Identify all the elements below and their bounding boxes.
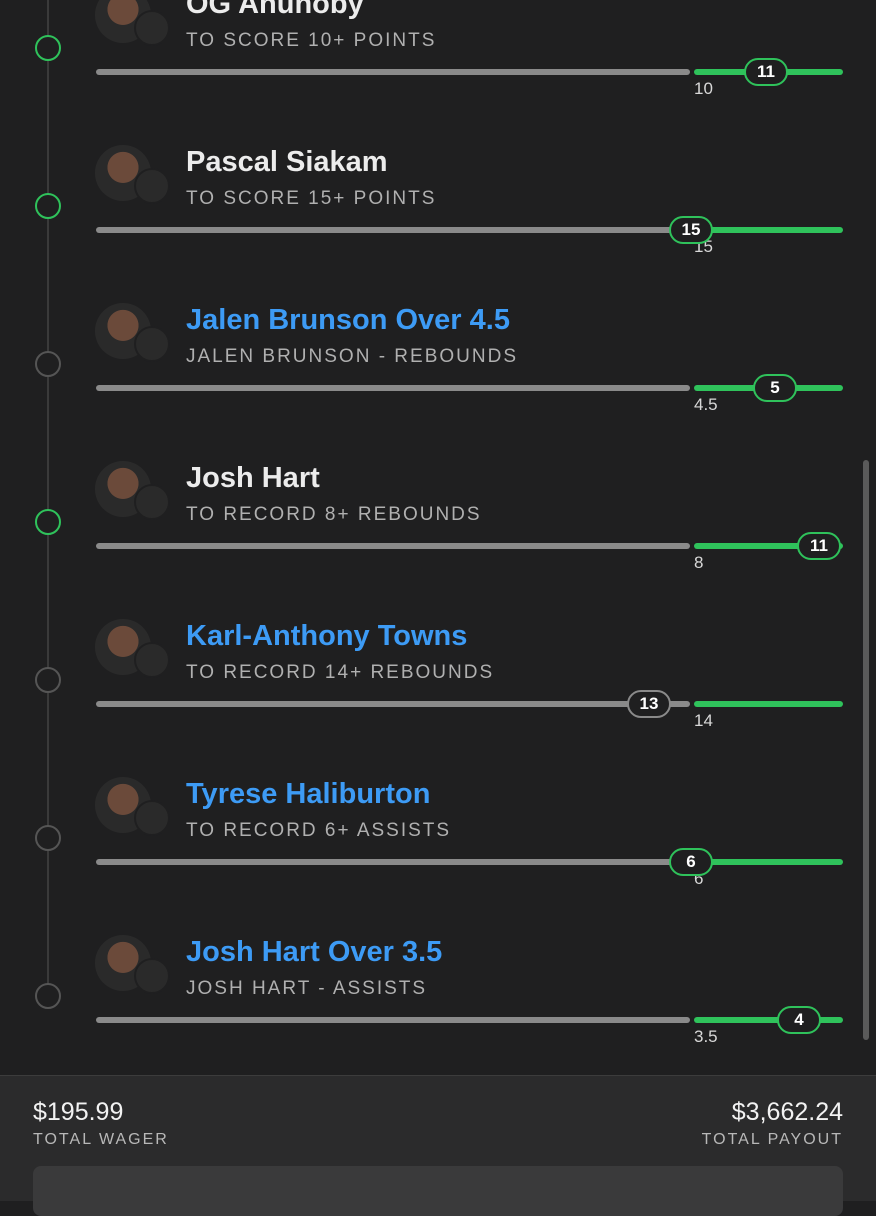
progress-track: [96, 1017, 690, 1023]
team-logo: [134, 642, 170, 678]
leg-title: Jalen Brunson Over 4.5: [186, 304, 510, 336]
leg-subtitle: TO SCORE 10+ POINTS: [186, 30, 437, 51]
team-logo: [134, 326, 170, 362]
leg-subtitle: TO RECORD 6+ ASSISTS: [186, 820, 452, 841]
leg-title: Tyrese Haliburton: [186, 778, 431, 810]
payout-label: TOTAL PAYOUT: [701, 1131, 843, 1148]
status-icon: [35, 193, 61, 219]
leg-subtitle: TO RECORD 14+ REBOUNDS: [186, 662, 495, 683]
target-zone: [694, 701, 843, 707]
status-icon: [35, 825, 61, 851]
team-logo: [134, 958, 170, 994]
status-icon: [35, 983, 61, 1009]
status-icon: [35, 351, 61, 377]
progress-track: [96, 859, 690, 865]
timeline: [47, 0, 49, 1000]
payout: $3,662.24: [731, 1098, 843, 1126]
team-logo: [134, 168, 170, 204]
leg-subtitle: JOSH HART - ASSISTS: [186, 978, 428, 999]
leg-subtitle: JALEN BRUNSON - REBOUNDS: [186, 346, 518, 367]
current-value: 11: [744, 58, 788, 86]
progress-track: [96, 701, 690, 707]
current-value: 11: [797, 532, 841, 560]
team-logo: [134, 800, 170, 836]
target-zone: [694, 227, 843, 233]
target-zone: [694, 543, 843, 549]
leg-subtitle: TO SCORE 15+ POINTS: [186, 188, 437, 209]
progress-track: [96, 385, 690, 391]
threshold-label: 14: [694, 711, 713, 730]
threshold-label: 3.5: [694, 1027, 718, 1046]
current-value: 6: [669, 848, 713, 876]
progress-track: [96, 227, 690, 233]
threshold-label: 4.5: [694, 395, 718, 414]
wager-label: TOTAL WAGER: [33, 1131, 169, 1148]
progress-track: [96, 543, 690, 549]
progress-track: [96, 69, 690, 75]
target-zone: [694, 859, 843, 865]
current-value: 5: [753, 374, 797, 402]
team-logo: [134, 484, 170, 520]
action-button[interactable]: [33, 1166, 843, 1216]
wager: $195.99: [33, 1098, 124, 1126]
status-icon: [35, 35, 61, 61]
leg-title: OG Anunoby: [186, 0, 364, 20]
threshold-label: 6: [694, 869, 704, 888]
leg-title: Josh Hart: [186, 462, 320, 494]
target-zone: [694, 1017, 843, 1023]
status-icon: [35, 509, 61, 535]
leg-subtitle: TO RECORD 8+ REBOUNDS: [186, 504, 482, 525]
scrollbar: [863, 460, 869, 1040]
status-icon: [35, 667, 61, 693]
leg-title: Josh Hart Over 3.5: [186, 936, 443, 968]
team-logo: [134, 10, 170, 46]
leg-title: Pascal Siakam: [186, 146, 388, 178]
footer: $195.99 TOTAL WAGER $3,662.24 TOTAL PAYO…: [0, 1075, 876, 1216]
leg-title: Karl-Anthony Towns: [186, 620, 468, 652]
threshold-label: 8: [694, 553, 704, 572]
threshold-label: 10: [694, 79, 713, 98]
current-value: 13: [627, 690, 671, 718]
current-value: 4: [777, 1006, 821, 1034]
current-value: 15: [669, 216, 713, 244]
